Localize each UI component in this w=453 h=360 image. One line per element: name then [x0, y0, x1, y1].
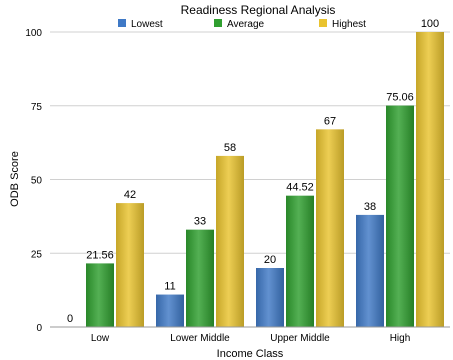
legend-swatch-highest [319, 19, 327, 27]
data-label-lowest-high: 38 [364, 201, 376, 213]
x-axis-label: Income Class [217, 348, 284, 360]
bar-highest-low [116, 203, 144, 327]
x-tick-label: Upper Middle [270, 333, 330, 344]
data-label-highest-high: 100 [421, 18, 439, 30]
data-label-lowest-low: 0 [67, 313, 73, 325]
y-tick-label: 25 [31, 249, 43, 260]
y-axis-label: ODB Score [9, 151, 21, 207]
legend-label-lowest: Lowest [131, 19, 163, 30]
y-tick-label: 50 [31, 176, 43, 187]
bar-highest-upper-middle [316, 129, 344, 327]
data-label-highest-upper-middle: 67 [324, 115, 336, 127]
legend-label-highest: Highest [332, 19, 366, 30]
data-label-average-lower-middle: 33 [194, 216, 206, 228]
data-label-average-high: 75.06 [386, 92, 414, 104]
data-label-lowest-upper-middle: 20 [264, 254, 276, 266]
data-label-lowest-lower-middle: 11 [164, 281, 175, 293]
y-tick-label: 0 [36, 323, 42, 334]
y-axis-ticks: 0 25 50 75 100 [25, 28, 42, 334]
x-tick-label: High [390, 333, 411, 344]
legend: Lowest Average Highest [118, 19, 366, 30]
bar-average-lower-middle [186, 229, 214, 327]
legend-label-average: Average [227, 19, 265, 30]
bar-lowest-high [356, 214, 384, 327]
chart-title: Readiness Regional Analysis [181, 3, 336, 17]
bar-average-upper-middle [286, 195, 314, 327]
bar-lowest-lower-middle [156, 294, 184, 327]
bars [86, 32, 444, 327]
y-tick-label: 100 [25, 28, 42, 39]
y-tick-label: 75 [31, 102, 43, 113]
x-tick-label: Low [91, 333, 110, 344]
bar-highest-high [416, 32, 444, 327]
bar-lowest-upper-middle [256, 268, 284, 327]
legend-swatch-average [214, 19, 222, 27]
bar-highest-lower-middle [216, 155, 244, 327]
bar-average-high [386, 105, 414, 327]
bar-average-low [86, 263, 114, 327]
x-axis-ticks: Low Lower Middle Upper Middle High [91, 333, 410, 344]
data-label-highest-lower-middle: 58 [224, 142, 236, 154]
data-label-highest-low: 42 [124, 189, 136, 201]
data-label-average-upper-middle: 44.52 [286, 182, 314, 194]
x-tick-label: Lower Middle [170, 333, 230, 344]
data-labels: 0 21.56 42 11 33 58 20 44.52 67 38 75.06 100 [67, 18, 439, 325]
data-label-average-low: 21.56 [86, 249, 114, 261]
legend-swatch-lowest [118, 19, 126, 27]
